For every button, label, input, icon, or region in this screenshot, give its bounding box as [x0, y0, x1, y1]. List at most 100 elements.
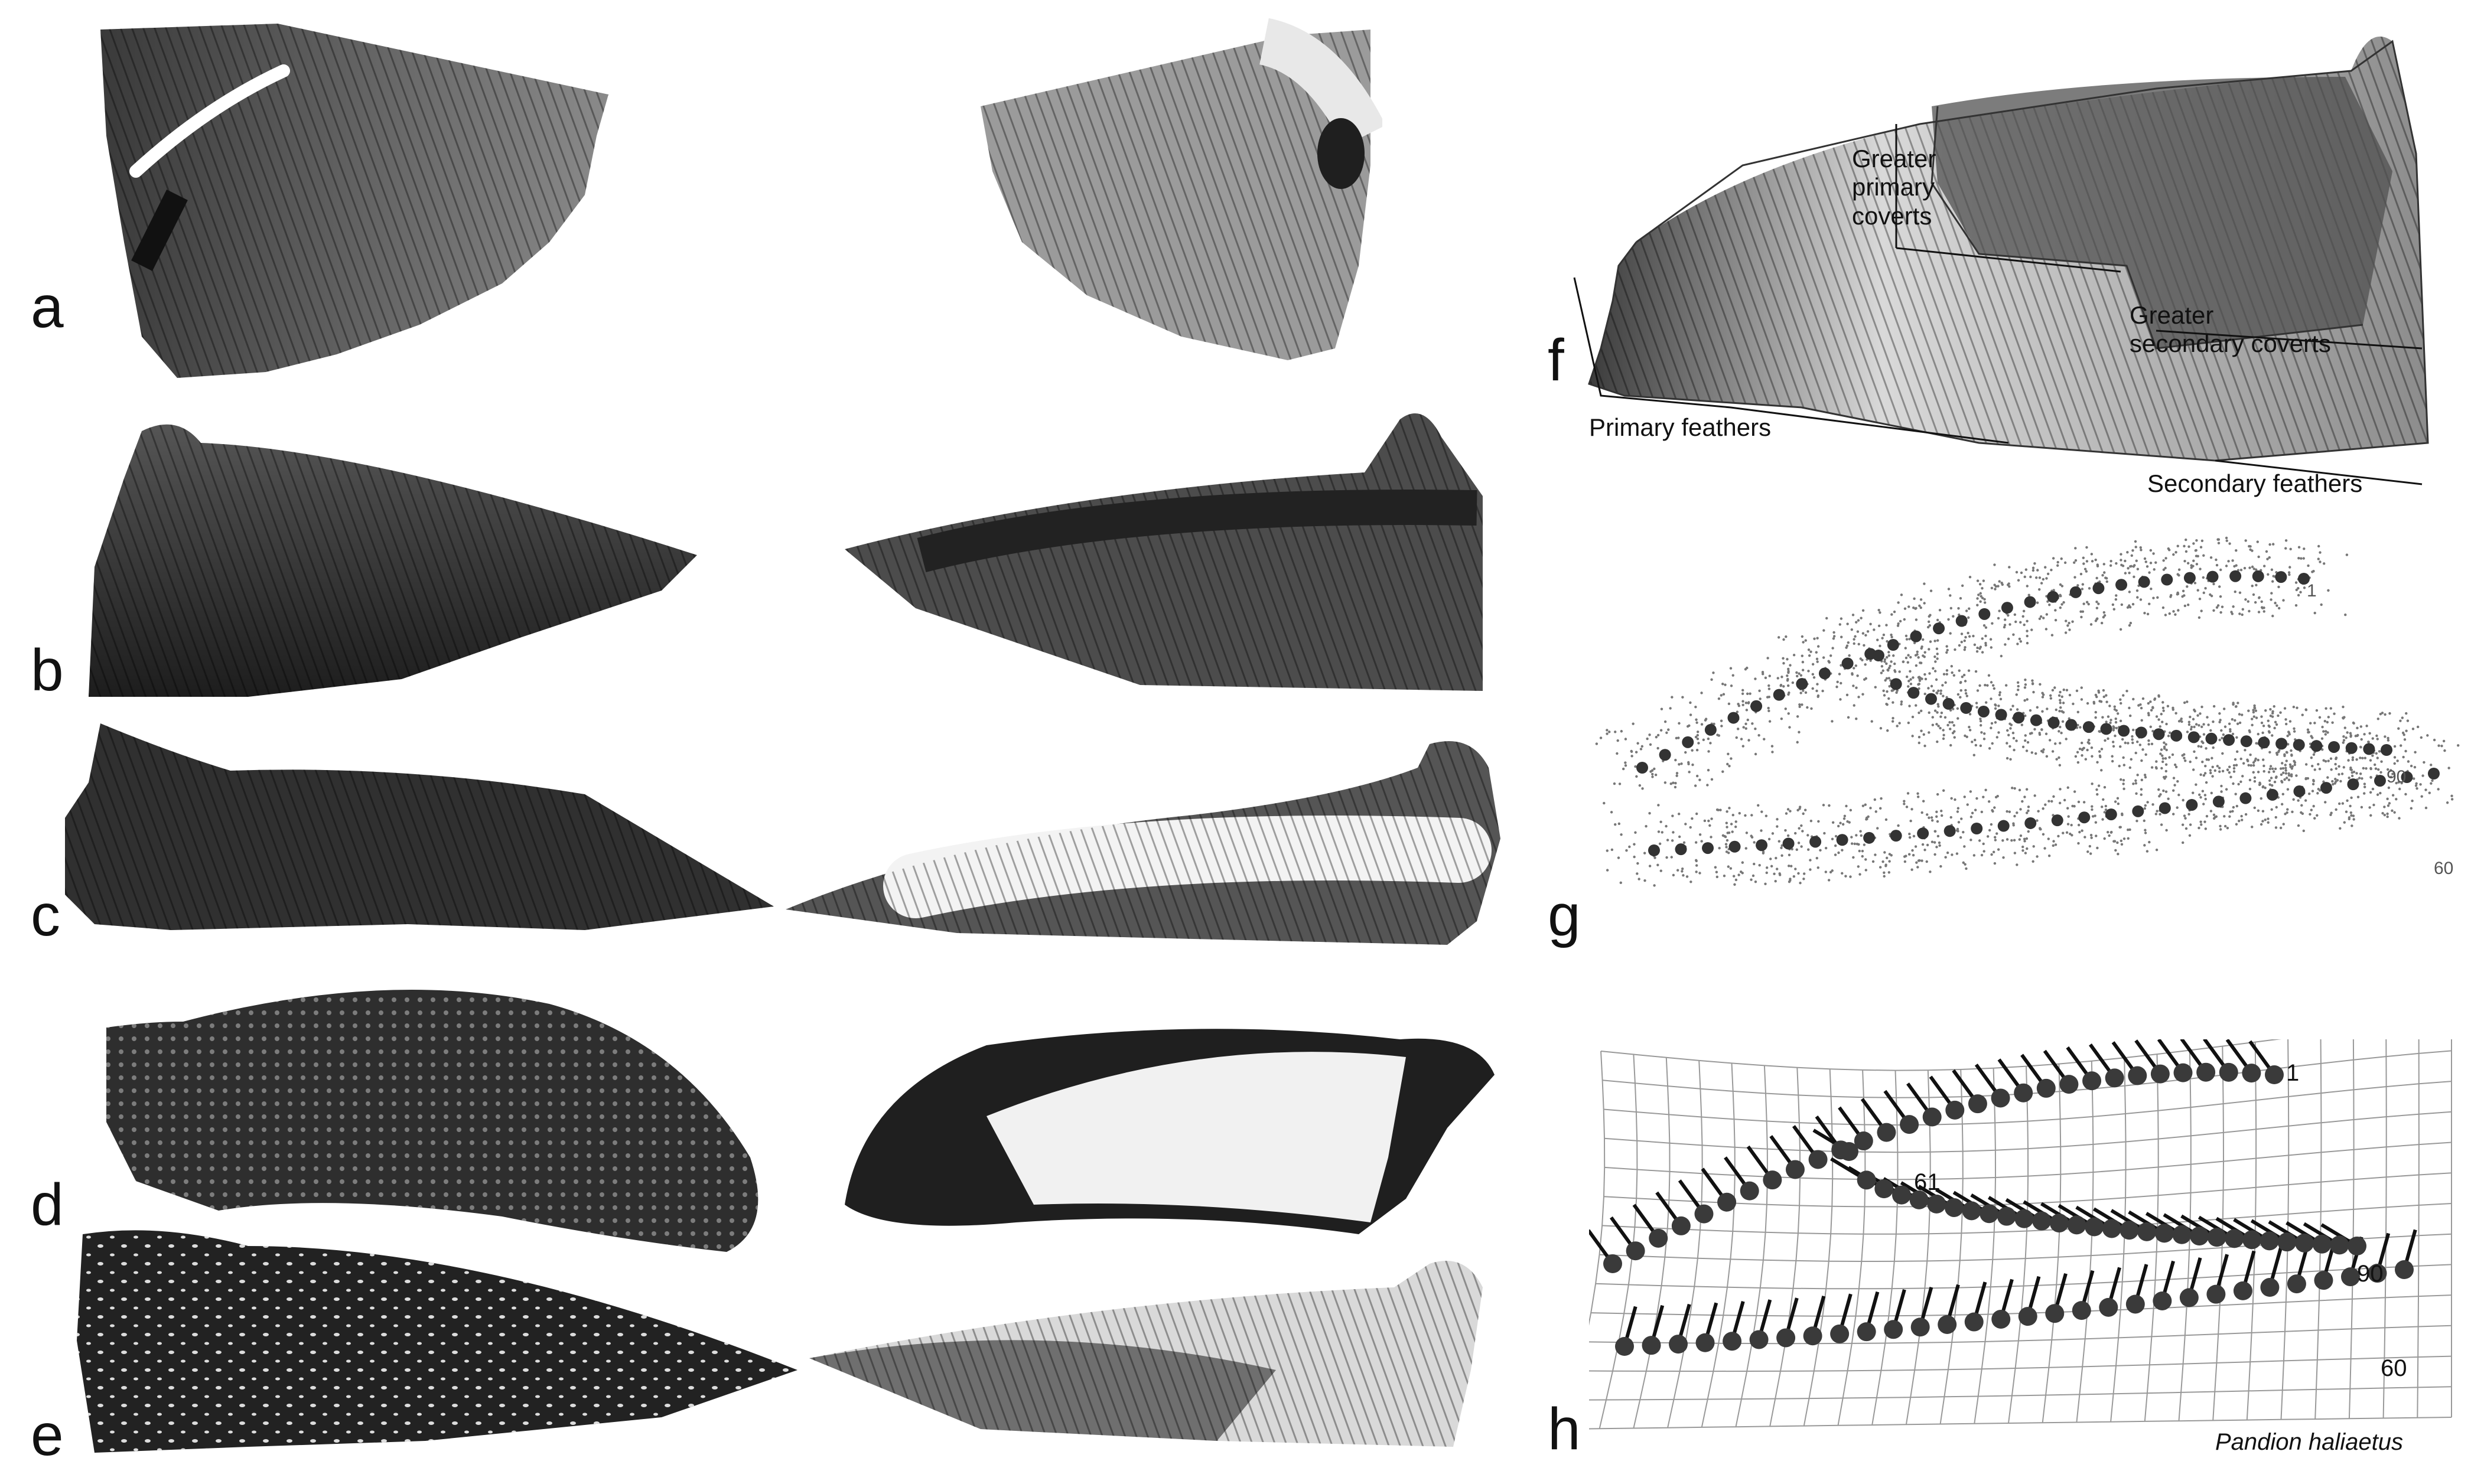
landmark-point [1857, 1322, 1876, 1342]
scatter-point [2124, 559, 2127, 563]
landmark-mean [1704, 723, 1717, 736]
scatter-point [2088, 587, 2091, 590]
scatter-point [2087, 602, 2090, 606]
scatter-point [2196, 714, 2199, 717]
scatter-point [1674, 758, 1677, 762]
scatter-point [1928, 648, 1930, 651]
scatter-point [2103, 614, 2107, 617]
scatter-point [2014, 620, 2017, 624]
scatter-point [1908, 833, 1911, 836]
scatter-point [2260, 600, 2263, 604]
scatter-point [2210, 791, 2213, 795]
grid-line [1701, 1063, 1736, 1428]
scatter-point [1698, 833, 1702, 836]
landmark-mean [2240, 735, 2252, 748]
scatter-point [1916, 650, 1919, 653]
scatter-point [1946, 723, 1949, 727]
scatter-point [1700, 723, 1704, 726]
scatter-point [1784, 707, 1787, 710]
scatter-point [2293, 730, 2296, 733]
scatter-point [2290, 749, 2293, 752]
scatter-point [2257, 758, 2260, 762]
scatter-point [2212, 705, 2216, 708]
wing-a-under [981, 18, 1382, 360]
scatter-point [2318, 767, 2322, 771]
scatter-point [2062, 601, 2065, 604]
scatter-point [2025, 788, 2029, 791]
scatter-point [1853, 667, 1855, 670]
landmark-mean [2024, 596, 2036, 608]
scatter-point [1858, 873, 1861, 876]
scatter-point [2001, 583, 2004, 586]
scatter-point [2134, 540, 2137, 543]
scatter-point [2286, 808, 2289, 811]
scatter-point [1948, 721, 1951, 724]
scatter-point [1994, 836, 1997, 839]
scatter-point [1909, 820, 1912, 823]
scatter-point [2414, 751, 2417, 754]
scatter-point [2058, 709, 2061, 713]
wing-b-under [845, 413, 1483, 691]
scatter-point [1861, 632, 1865, 635]
scatter-point [2288, 720, 2292, 723]
scatter-point [1654, 773, 1658, 777]
scatter-point [1932, 689, 1935, 692]
scatter-point [2008, 585, 2011, 588]
scatter-point [2168, 612, 2171, 615]
scatter-point [1919, 598, 1923, 601]
scatter-point [1949, 728, 1952, 730]
scatter-point [2197, 826, 2200, 830]
scatter-point [1960, 640, 1963, 644]
scatter-point [1902, 660, 1904, 663]
grid-line [1589, 1386, 2452, 1401]
scatter-point [2073, 561, 2076, 564]
scatter-point [2271, 614, 2274, 618]
landmark-mean [2047, 591, 2059, 603]
scatter-point [1802, 689, 1805, 692]
scatter-point [2324, 733, 2327, 736]
scatter-point [2112, 725, 2115, 728]
scatter-point [2375, 752, 2378, 755]
landmark-point [2125, 1294, 2145, 1314]
scatter-point [2317, 557, 2320, 560]
scatter-point [1990, 726, 1993, 729]
scatter-point [2081, 829, 2083, 832]
wing-e-upper [77, 1230, 797, 1453]
scatter-point [1829, 654, 1832, 657]
scatter-point [1710, 836, 1713, 839]
scatter-point [1850, 628, 1853, 631]
scatter-point [2356, 795, 2360, 798]
scatter-point [1980, 810, 1984, 814]
scatter-point [2217, 542, 2221, 544]
landmark-point [1997, 1206, 2016, 1226]
grid-line [2280, 1039, 2290, 1420]
scatter-point [1840, 681, 1842, 685]
scatter-point [2161, 754, 2164, 757]
scatter-point [2111, 755, 2114, 758]
scatter-point [1859, 830, 1862, 833]
scatter-point [1727, 752, 1730, 755]
scatter-point [1745, 831, 1749, 834]
scatter-point [1682, 841, 1686, 844]
scatter-point [1816, 866, 1819, 869]
scatter-point [1864, 858, 1867, 861]
scatter-point [1959, 696, 1962, 699]
scatter-point [1926, 625, 1930, 629]
scatter-point [1694, 784, 1697, 787]
scatter-point [2426, 734, 2429, 737]
scatter-point [1834, 853, 1837, 856]
scatter-point [2304, 708, 2308, 712]
scatter-point [2269, 707, 2272, 711]
scatter-point [1760, 829, 1763, 832]
scatter-point [2431, 779, 2434, 782]
landmark-point [2225, 1229, 2244, 1248]
scatter-point [1987, 674, 1991, 677]
scatter-point [1855, 686, 1858, 689]
scatter-point [2195, 723, 2198, 726]
scatter-point [2249, 753, 2252, 756]
landmark-mean [2401, 771, 2413, 784]
scatter-point [1620, 833, 1623, 836]
scatter-point [2291, 810, 2294, 814]
scatter-point [2140, 759, 2143, 762]
scatter-point [2059, 701, 2062, 705]
